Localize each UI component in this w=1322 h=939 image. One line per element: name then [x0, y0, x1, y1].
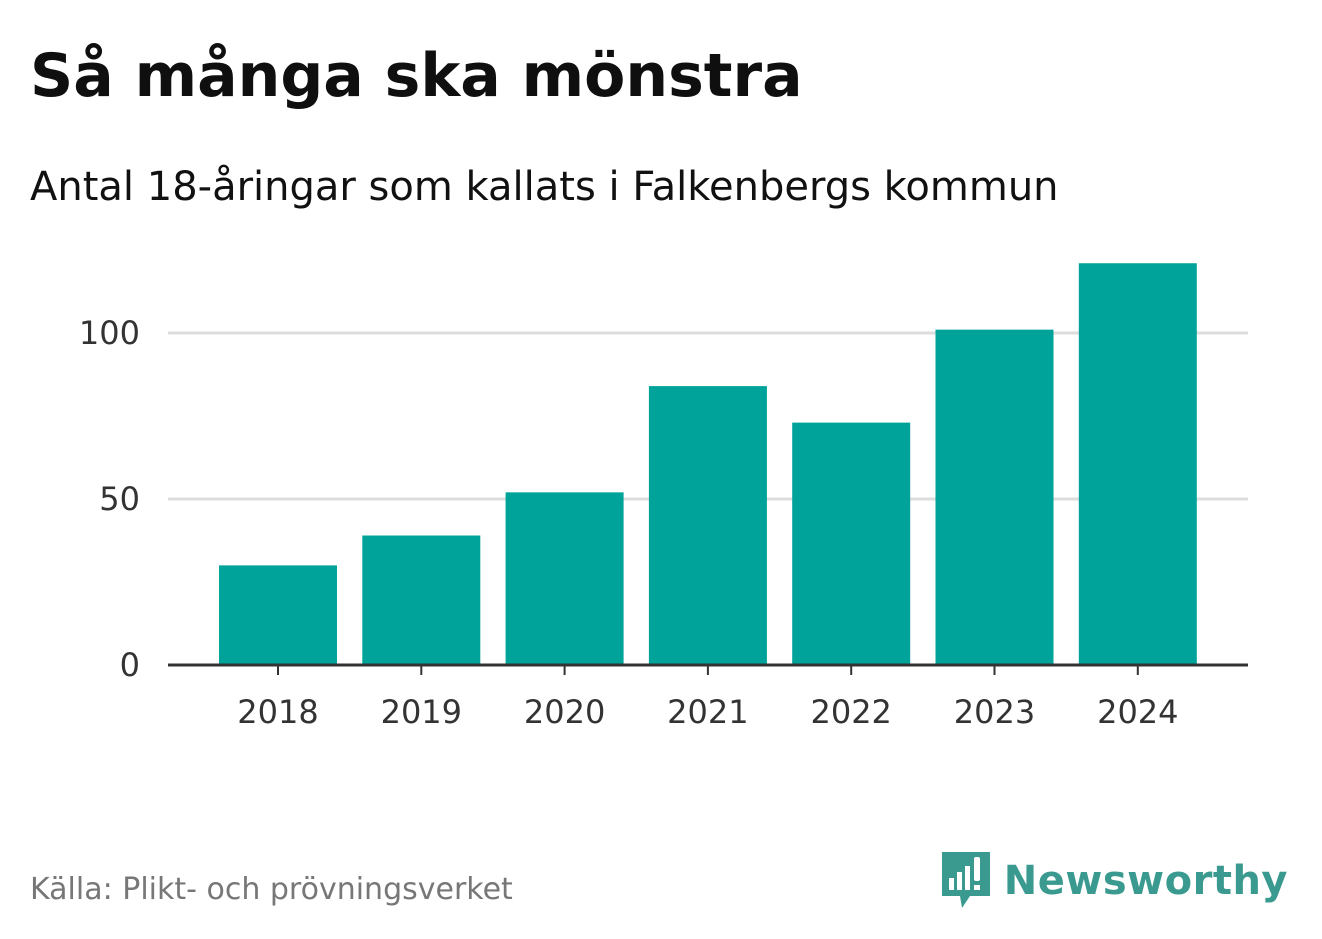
y-tick-label: 100: [79, 314, 140, 352]
bar-2020: [505, 492, 624, 665]
chart-subtitle: Antal 18-åringar som kallats i Falkenber…: [30, 164, 1059, 210]
brand-name: Newsworthy: [1003, 858, 1288, 904]
bar-2021: [648, 386, 767, 665]
chart-title: Så många ska mönstra: [30, 41, 803, 111]
x-tick-label: 2018: [237, 693, 318, 731]
source-note: Källa: Plikt- och prövningsverket: [30, 872, 513, 907]
x-tick-label: 2024: [1097, 693, 1178, 731]
bar-2024: [1078, 263, 1197, 665]
x-tick-label: 2020: [524, 693, 605, 731]
y-tick-label: 50: [99, 480, 140, 518]
x-tick-label: 2021: [667, 693, 748, 731]
bar-2023: [935, 329, 1054, 665]
bar-2022: [792, 422, 911, 665]
newsworthy-logo-icon: [941, 852, 990, 908]
x-tick-label: 2022: [810, 693, 891, 731]
brand-logo: Newsworthy: [940, 848, 1288, 914]
bar-2018: [219, 565, 337, 665]
x-tick-label: 2019: [381, 693, 462, 731]
x-tick-label: 2023: [954, 693, 1035, 731]
bar-2019: [362, 535, 481, 665]
y-tick-label: 0: [120, 646, 140, 684]
